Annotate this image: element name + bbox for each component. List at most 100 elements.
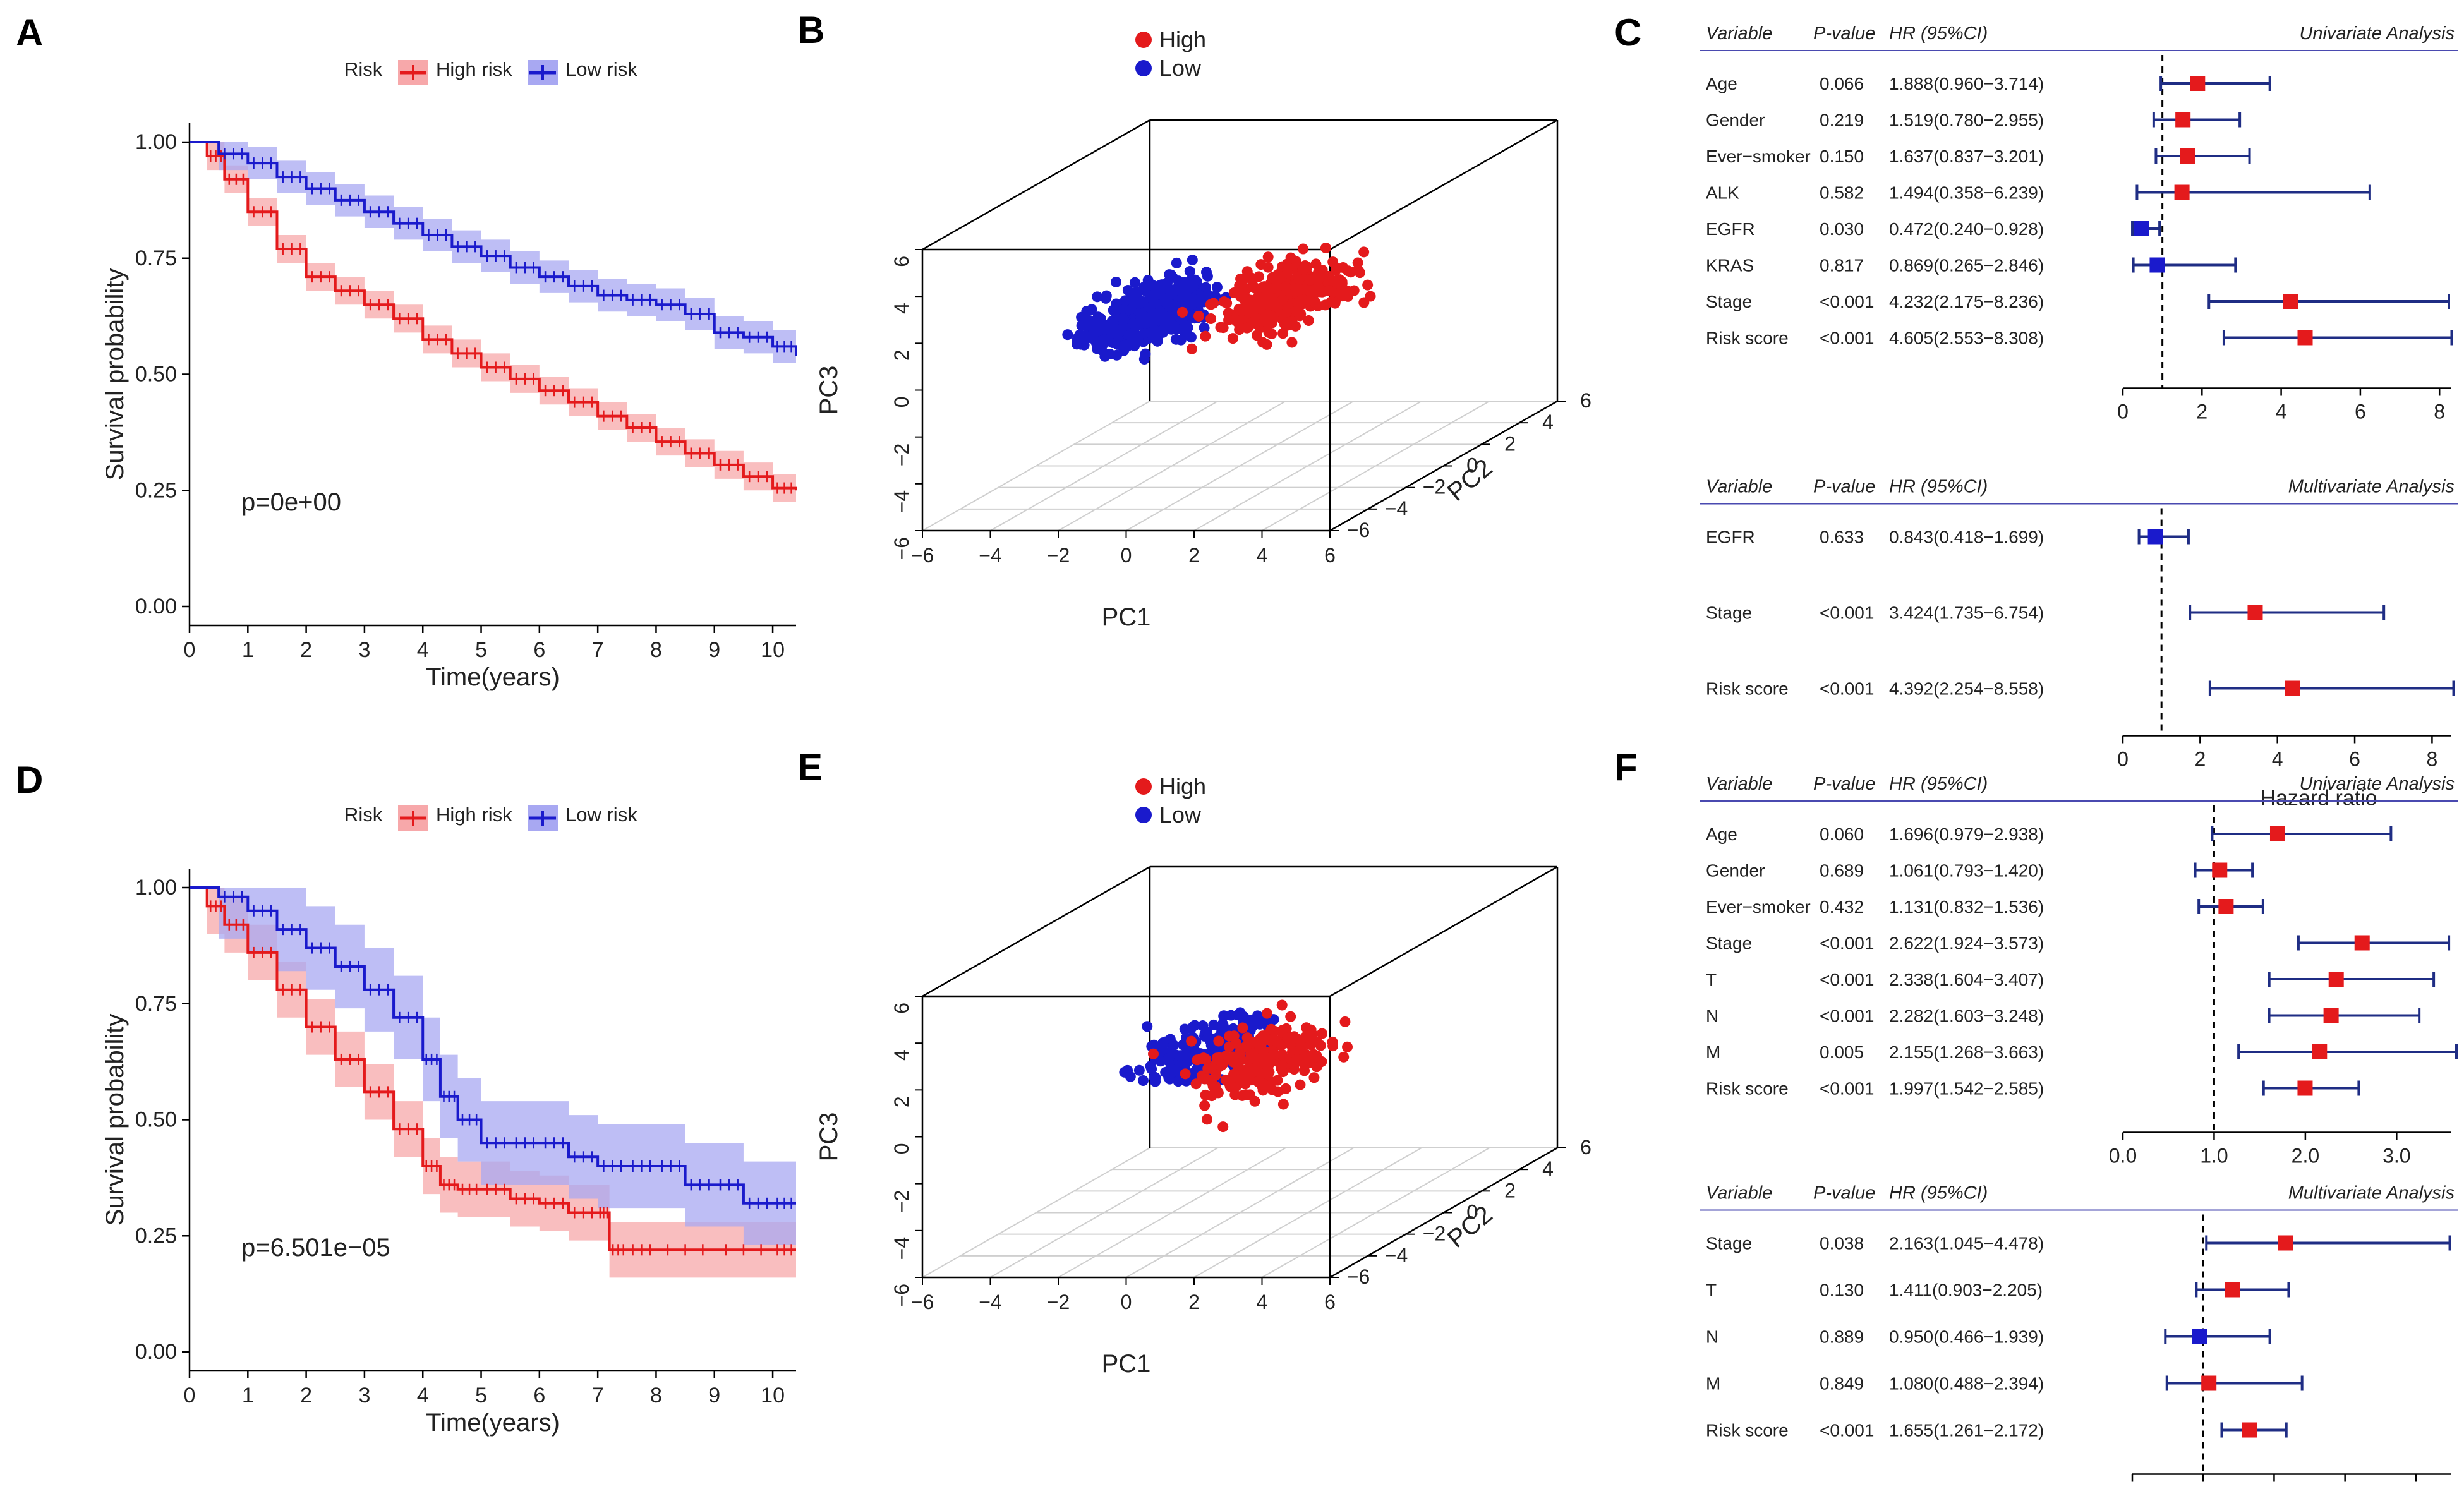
pca-point-high [1308, 1072, 1320, 1083]
row-hr-ci: 0.869(0.265−2.846) [1889, 256, 2044, 275]
y-tick-label: −4 [890, 1237, 913, 1260]
row-variable: M [1706, 1374, 1720, 1394]
pca-point-high [1354, 267, 1365, 279]
z-tick-label: −2 [1423, 476, 1446, 498]
table-header: HR (95%CI) [1889, 477, 1988, 497]
z-tick-label: −4 [1385, 1244, 1408, 1267]
row-p-value: 0.689 [1820, 861, 1864, 881]
pca-point-high [1293, 274, 1305, 285]
row-hr-ci: 1.997(1.542−2.585) [1889, 1079, 2044, 1099]
y-tick-label: 0 [890, 1143, 913, 1155]
x-tick-label: 1 [242, 1384, 254, 1408]
hr-marker [2201, 1375, 2217, 1391]
pca-point-high [1255, 259, 1267, 270]
row-hr-ci: 0.950(0.466−1.939) [1889, 1327, 2044, 1347]
x-tick-label: 2 [300, 1384, 312, 1408]
panel-a-km-plot: Risk High risk Low risk 0.00 0.25 0.50 0.75 1.0… [101, 58, 797, 691]
row-variable: Risk score [1706, 329, 1789, 348]
x-tick-label: 5 [475, 1384, 487, 1408]
x-tick-label: 9 [708, 1384, 720, 1408]
y-tick-label: 6 [890, 256, 913, 267]
row-variable: Ever−smoker [1706, 147, 1811, 166]
pca-point-high [1200, 330, 1211, 342]
hr-marker [2297, 330, 2313, 346]
pca-point-low [1185, 1023, 1197, 1034]
pca-point-low [1120, 295, 1131, 306]
pca-point-low [1133, 306, 1145, 317]
hr-marker [2247, 605, 2263, 620]
pca-point-high [1277, 1099, 1289, 1110]
pca-point-low [1133, 1064, 1145, 1076]
pca-point-high [1285, 1011, 1296, 1022]
x-tick-label: 4 [417, 1384, 429, 1408]
pca-point-low [1204, 1034, 1216, 1046]
pca-point-high [1235, 291, 1247, 303]
x-tick-label: 0.0 [2109, 1145, 2137, 1167]
row-variable: Risk score [1706, 679, 1789, 699]
pca-point-high [1234, 324, 1245, 335]
pca-point-high [1286, 337, 1298, 348]
pca-point-low [1164, 311, 1175, 323]
panel-letter-a: A [16, 11, 43, 54]
row-p-value: <0.001 [1820, 1006, 1874, 1026]
row-p-value: 0.889 [1820, 1327, 1864, 1347]
y-tick-label: 1.00 [135, 876, 177, 900]
x-tick-label: −4 [979, 1291, 1001, 1313]
row-p-value: <0.001 [1820, 970, 1874, 989]
y-axis-title: Survival probability [101, 268, 129, 481]
pca-point-low [1217, 1018, 1228, 1030]
pca-point-high [1254, 294, 1265, 305]
row-p-value: 0.582 [1820, 183, 1864, 203]
pca-point-high [1237, 1022, 1248, 1034]
row-p-value: <0.001 [1820, 603, 1874, 623]
pca-point-low [1075, 330, 1087, 341]
table-header: Variable [1706, 774, 1772, 794]
z-tick-label: 2 [1504, 432, 1516, 455]
pca-point-high [1327, 286, 1338, 298]
pca-point-high [1199, 1073, 1211, 1085]
pca-point-high [1205, 299, 1216, 310]
pca-point-low [1165, 299, 1176, 311]
table-header: Variable [1706, 23, 1772, 44]
y-axis-title: PC3 [815, 1112, 843, 1162]
x-tick-label: 6 [2349, 748, 2360, 771]
pca-point-low [1150, 1072, 1161, 1083]
pca-point-low [1197, 1020, 1209, 1032]
pca-point-high [1358, 297, 1370, 308]
pca-point-high [1298, 243, 1309, 255]
pca-point-low [1129, 277, 1140, 288]
hr-marker [2134, 221, 2149, 236]
row-variable: EGFR [1706, 527, 1755, 547]
x-tick-label: 2 [2196, 401, 2207, 423]
panel-b-pca-plot: −6 −4 −2 0 2 4 6PC1−6−4−20246PC3−6−4−20246PC2H… [815, 27, 1591, 631]
pca-point-high [1199, 1100, 1211, 1111]
row-p-value: 0.130 [1820, 1281, 1864, 1300]
x-tick-label: 3 [358, 1384, 370, 1408]
pca-point-high [1362, 279, 1374, 291]
pca-point-low [1133, 298, 1144, 310]
pca-point-high [1272, 270, 1283, 281]
hr-marker [2323, 1008, 2339, 1023]
pca-point-high [1300, 1031, 1311, 1042]
legend-marker [1135, 32, 1152, 48]
x-tick-label: 0 [2117, 748, 2129, 771]
legend-marker [1135, 807, 1152, 823]
pca-point-high [1299, 1065, 1310, 1076]
panel-letter-e: E [797, 746, 823, 788]
x-tick-label: 8 [650, 638, 662, 662]
table-header: P-value [1813, 1183, 1875, 1203]
x-tick-label: 2.0 [2292, 1145, 2319, 1167]
row-p-value: <0.001 [1820, 1079, 1874, 1099]
hr-marker [2212, 862, 2228, 878]
y-tick-label: 4 [890, 1049, 913, 1061]
legend-title: Risk [344, 58, 383, 80]
panel-letter-b: B [797, 9, 824, 51]
pca-point-high [1237, 1075, 1248, 1087]
pca-point-high [1336, 276, 1348, 287]
table-header: HR (95%CI) [1889, 23, 1988, 44]
hr-marker [2297, 1080, 2313, 1096]
pca-point-high [1265, 1023, 1277, 1035]
row-variable: Stage [1706, 603, 1752, 623]
pca-point-high [1202, 1114, 1213, 1125]
row-hr-ci: 1.131(0.832−1.536) [1889, 897, 2044, 917]
